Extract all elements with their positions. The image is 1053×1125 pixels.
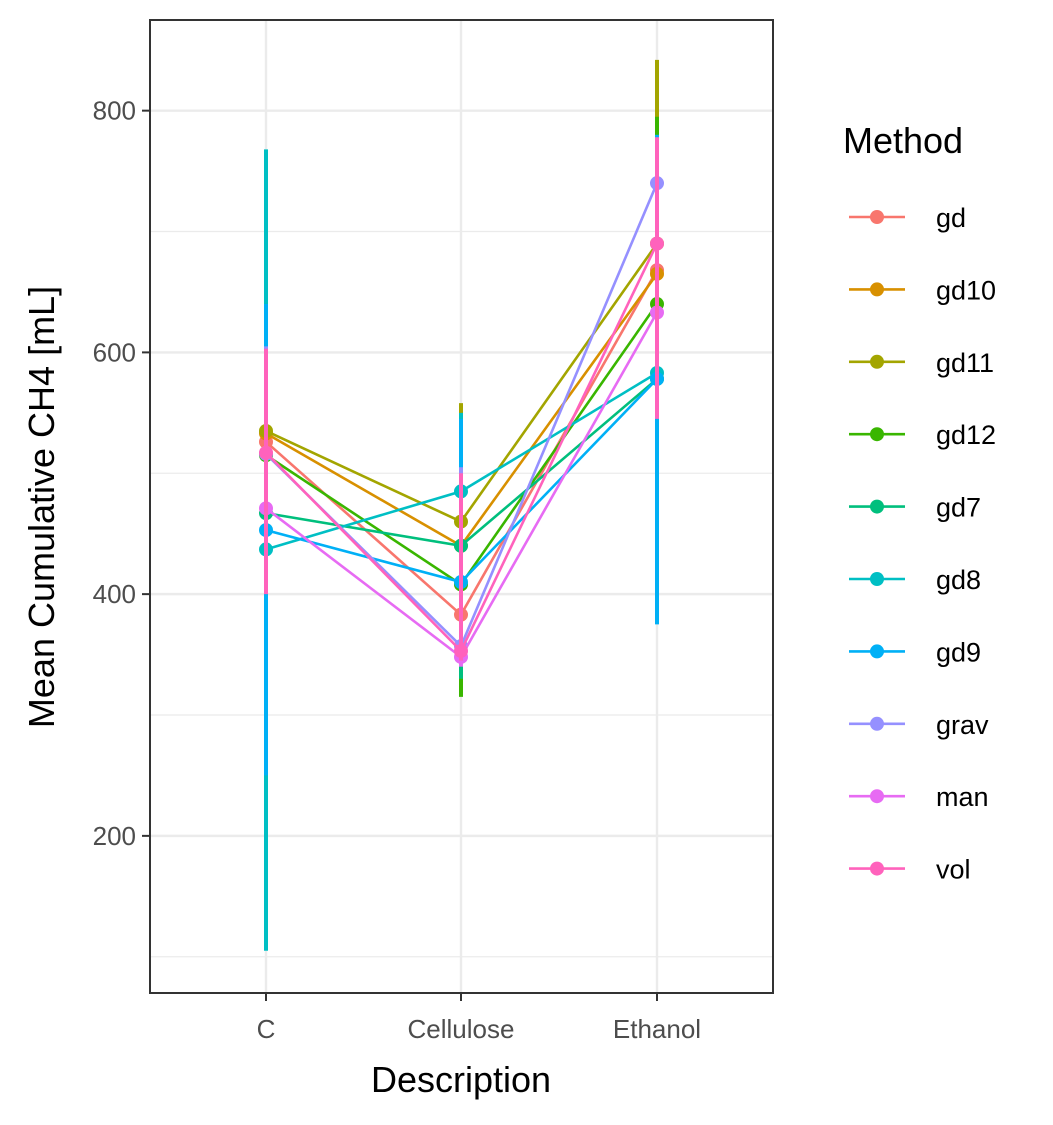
legend-key-point bbox=[870, 210, 884, 224]
legend-key-point bbox=[870, 572, 884, 586]
legend-label: gd12 bbox=[936, 420, 996, 450]
legend-item-gd8: gd8 bbox=[849, 565, 981, 595]
legend-key-point bbox=[870, 427, 884, 442]
legend-item-man: man bbox=[849, 782, 989, 812]
legend-item-gd7: gd7 bbox=[849, 493, 981, 523]
legend-key-point bbox=[870, 282, 884, 297]
legend-item-gd9: gd9 bbox=[849, 637, 981, 667]
series-layer bbox=[259, 59, 664, 951]
x-axis-title: Description bbox=[371, 1059, 551, 1100]
legend-label: vol bbox=[936, 855, 971, 885]
legend-item-gd: gd bbox=[849, 203, 966, 233]
legend-key-point bbox=[870, 861, 884, 876]
legend: Method gd gd10 gd11 gd12 gd7 gd8 gd9 grav man vol bbox=[843, 120, 996, 885]
legend-label: grav bbox=[936, 710, 989, 740]
y-tick-label: 600 bbox=[93, 337, 136, 367]
legend-item-gd11: gd11 bbox=[849, 348, 994, 378]
legend-label: man bbox=[936, 782, 989, 812]
legend-item-gd12: gd12 bbox=[849, 420, 996, 450]
y-tick-label: 400 bbox=[93, 579, 136, 609]
legend-key-point bbox=[870, 354, 884, 369]
legend-key-point bbox=[870, 789, 884, 804]
data-point bbox=[454, 643, 468, 658]
legend-key-point bbox=[870, 499, 884, 514]
legend-label: gd bbox=[936, 203, 966, 233]
axes: 200 400 600 800 C Cellulose Ethanol bbox=[93, 96, 701, 1044]
legend-item-gd10: gd10 bbox=[849, 275, 996, 305]
legend-label: gd10 bbox=[936, 275, 996, 305]
legend-item-grav: grav bbox=[849, 710, 989, 740]
x-tick-label: Cellulose bbox=[408, 1014, 515, 1044]
legend-key-point bbox=[870, 644, 884, 659]
legend-item-vol: vol bbox=[849, 855, 971, 885]
legend-label: gd8 bbox=[936, 565, 981, 595]
y-axis-title: Mean Cumulative CH4 [mL] bbox=[21, 286, 62, 728]
legend-label: gd9 bbox=[936, 637, 981, 667]
legend-title: Method bbox=[843, 120, 963, 161]
legend-label: gd11 bbox=[936, 348, 994, 378]
data-point bbox=[650, 236, 664, 251]
y-tick-label: 200 bbox=[93, 821, 136, 851]
legend-label: gd7 bbox=[936, 493, 981, 523]
x-tick-label: C bbox=[257, 1014, 276, 1044]
legend-key-point bbox=[870, 716, 884, 731]
data-point bbox=[259, 445, 273, 460]
y-tick-label: 800 bbox=[93, 96, 136, 126]
series-vol bbox=[259, 137, 664, 661]
x-tick-label: Ethanol bbox=[613, 1014, 701, 1044]
